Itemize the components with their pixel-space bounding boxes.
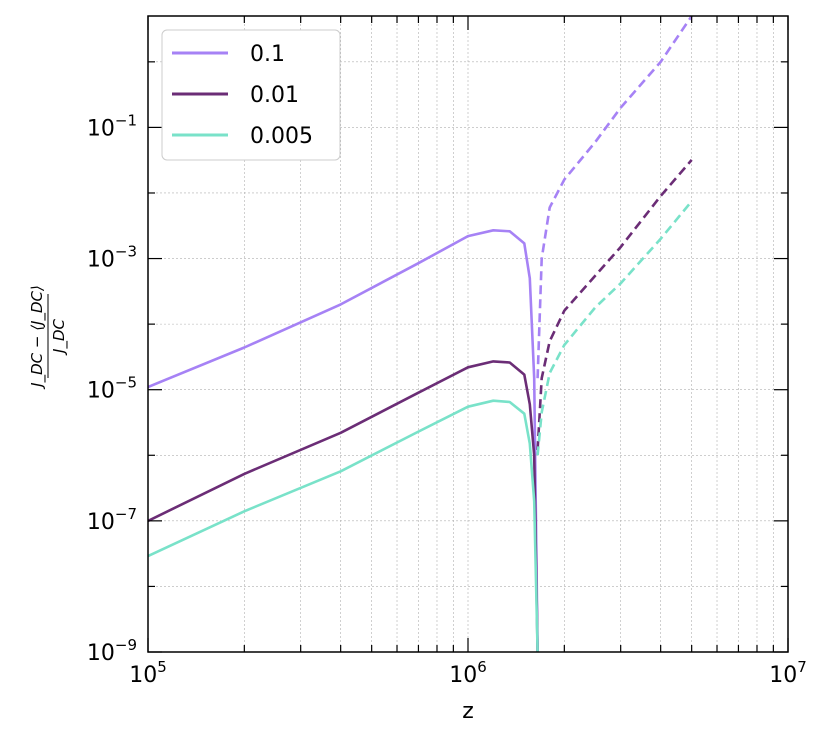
y-tick-label: 10−3 bbox=[87, 243, 137, 273]
series-line-dashed bbox=[536, 159, 693, 451]
x-tick-label: 107 bbox=[769, 658, 807, 688]
legend: 0.1 0.01 0.005 bbox=[161, 29, 341, 161]
plot-frame bbox=[147, 15, 789, 653]
x-tick-label: 105 bbox=[129, 658, 167, 688]
series-line bbox=[148, 229, 539, 652]
y-axis-label: J_DC − ⟨J_DC⟩ J_DC bbox=[28, 285, 69, 390]
legend-label: 0.005 bbox=[250, 124, 313, 149]
x-axis-label: z bbox=[462, 699, 474, 724]
series-line-dashed bbox=[536, 200, 693, 456]
x-tick-label: 106 bbox=[449, 658, 487, 688]
y-axis-label-denominator: J_DC bbox=[50, 319, 69, 356]
y-tick-label: 10−7 bbox=[87, 505, 137, 535]
y-axis-label-numerator: J_DC − ⟨J_DC⟩ bbox=[28, 285, 47, 390]
y-tick-label: 10−9 bbox=[87, 636, 137, 666]
series-line bbox=[148, 399, 539, 652]
y-tick-label: 10−1 bbox=[87, 111, 137, 141]
grid bbox=[148, 16, 788, 652]
legend-label: 0.1 bbox=[250, 42, 285, 67]
x-tick-labels: 105 106 107 bbox=[129, 658, 807, 688]
series-line-dashed bbox=[536, 16, 693, 379]
y-tick-label: 10−5 bbox=[87, 374, 137, 404]
y-tick-labels: 10−9 10−7 10−5 10−3 10−1 bbox=[87, 111, 137, 666]
legend-label: 0.01 bbox=[250, 83, 299, 108]
series-layer bbox=[148, 16, 693, 652]
legend-frame bbox=[161, 29, 341, 161]
series-line bbox=[148, 360, 539, 652]
